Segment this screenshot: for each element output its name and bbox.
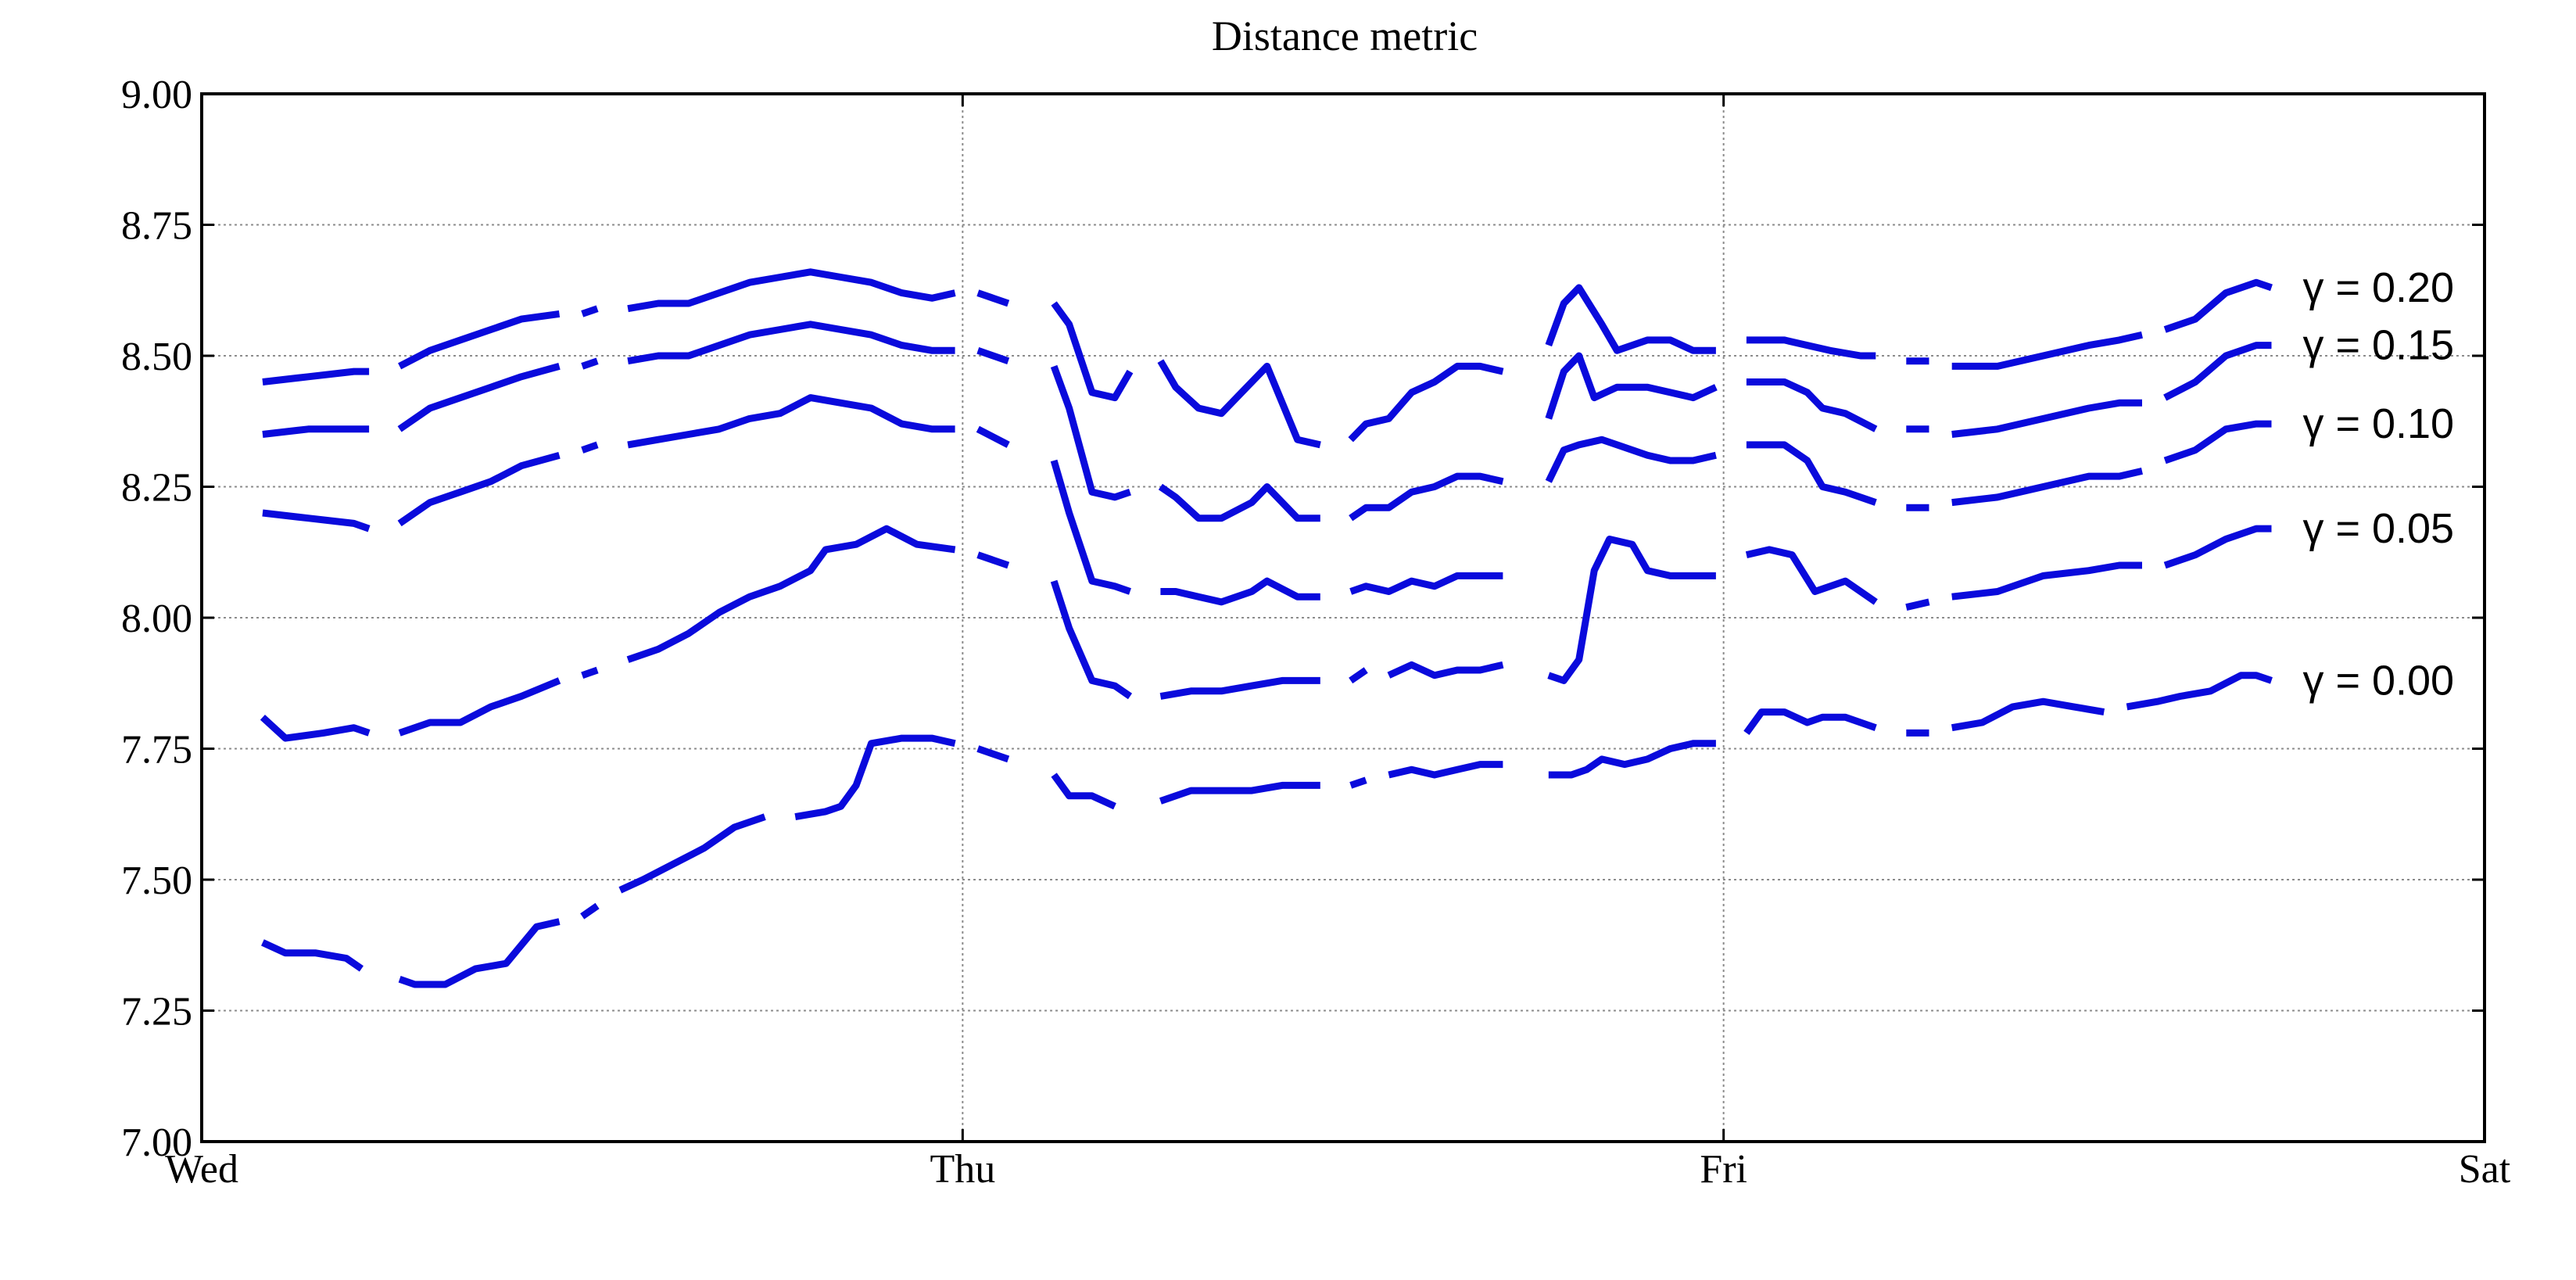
series-line-segment (1951, 561, 2142, 601)
series-line-segment (580, 902, 600, 920)
series-line-segment (1051, 301, 1134, 402)
plot-frame (200, 92, 2486, 1143)
series-line-segment (1050, 459, 1131, 595)
x-tick-label: Wed (165, 1147, 238, 1192)
series-line-segment (618, 813, 766, 894)
series-line-segment (1160, 577, 1320, 606)
series-0 (262, 268, 2273, 449)
series-line-segment (1547, 536, 1716, 684)
series-line-segment (1349, 572, 1503, 595)
series-label: γ = 0.20 (2302, 264, 2454, 311)
series-line-segment (398, 677, 561, 737)
series-line-segment (976, 289, 1010, 307)
series-line-segment (1050, 579, 1133, 700)
series-line-segment (1349, 667, 1368, 684)
series-line-segment (2163, 342, 2272, 401)
series-line-segment (1159, 676, 1320, 700)
series-line-segment (1159, 781, 1320, 805)
series-line-segment (2163, 420, 2272, 464)
y-tick-label: 7.25 (121, 990, 192, 1034)
series-line-segment (976, 347, 1010, 364)
x-tick-label: Sat (2459, 1147, 2511, 1192)
series-line-segment (1746, 441, 1877, 506)
series-line-segment (1050, 364, 1131, 501)
series-line-segment (262, 368, 370, 385)
series-4 (261, 672, 2273, 988)
series-line-segment (262, 425, 370, 438)
series-line-segment (1745, 546, 1878, 605)
series-line-segment (1951, 697, 2105, 732)
y-tick-label: 7.00 (121, 1120, 192, 1165)
series-3 (260, 525, 2272, 742)
grid-lines (202, 94, 2485, 1142)
series-label: γ = 0.15 (2302, 322, 2454, 369)
series-line-segment (626, 525, 956, 663)
series-line-segment (1951, 399, 2142, 438)
series-line-segment (581, 441, 599, 454)
series-line-segment (1387, 661, 1504, 679)
series-line-segment (1348, 362, 1504, 443)
series-line-segment (976, 745, 1010, 763)
x-tick-label: Thu (930, 1147, 995, 1192)
series-line-segment (581, 357, 599, 370)
series-line-segment (1545, 352, 1718, 420)
series-line-segment (1905, 598, 1930, 611)
series-line-segment (976, 425, 1010, 448)
series-line-segment (2163, 525, 2272, 569)
axis-ticks (200, 92, 2486, 1143)
series-line-segment (581, 666, 599, 679)
series-line-segment (627, 321, 955, 365)
series-line-segment (1051, 773, 1116, 810)
series-line-segment (627, 268, 956, 313)
series-line-segment (1746, 336, 1876, 360)
series-line-segment (398, 310, 561, 370)
series-line-segment (398, 918, 561, 988)
y-tick-label: 8.25 (121, 466, 192, 511)
series-line-segment (397, 451, 561, 527)
series-line-segment (627, 394, 955, 449)
series-line-segment (1388, 761, 1503, 779)
series-label: γ = 0.05 (2302, 505, 2454, 552)
series-line-segment (794, 734, 956, 821)
y-tick-label: 8.50 (121, 335, 192, 379)
series-line-segment (581, 305, 599, 317)
series-line-segment (2163, 278, 2273, 333)
x-tick-label: Fri (1700, 1147, 1747, 1192)
axis-tick-labels: 7.00 7.25 7.50 7.75 8.00 8.25 8.50 8.75 9.00 Wed T… (121, 73, 2511, 1192)
series-line-segment (1746, 378, 1878, 432)
series-lines (260, 268, 2273, 988)
series-line-segment (1548, 740, 1716, 779)
y-tick-label: 7.75 (121, 728, 192, 773)
series-line-segment (1158, 483, 1320, 522)
series-line-segment (261, 939, 364, 972)
series-label: γ = 0.10 (2302, 400, 2454, 447)
series-line-segment (2126, 672, 2273, 711)
series-label: γ = 0.00 (2302, 657, 2454, 704)
series-line-segment (1349, 472, 1504, 522)
y-tick-label: 8.00 (121, 597, 192, 641)
series-line-segment (1951, 468, 2144, 507)
series-2 (262, 394, 2272, 606)
series-line-segment (1545, 436, 1717, 483)
series-line-segment (1349, 776, 1367, 789)
series-line-segment (260, 714, 371, 742)
series-line-segment (1545, 284, 1716, 354)
series-line-segment (262, 509, 371, 532)
y-tick-label: 7.50 (121, 859, 192, 903)
series-line-segment (1951, 331, 2144, 370)
y-tick-label: 8.75 (121, 204, 192, 249)
series-line-segment (976, 551, 1010, 569)
series-labels: γ = 0.20 γ = 0.15 γ = 0.10 γ = 0.05 γ = 0.00 (2302, 264, 2454, 705)
chart-title: Distance metric (1212, 13, 1478, 59)
series-line-segment (397, 363, 561, 432)
y-tick-label: 9.00 (121, 73, 192, 117)
series-1 (262, 321, 2272, 522)
series-line-segment (1743, 708, 1877, 736)
series-line-segment (1157, 359, 1321, 449)
